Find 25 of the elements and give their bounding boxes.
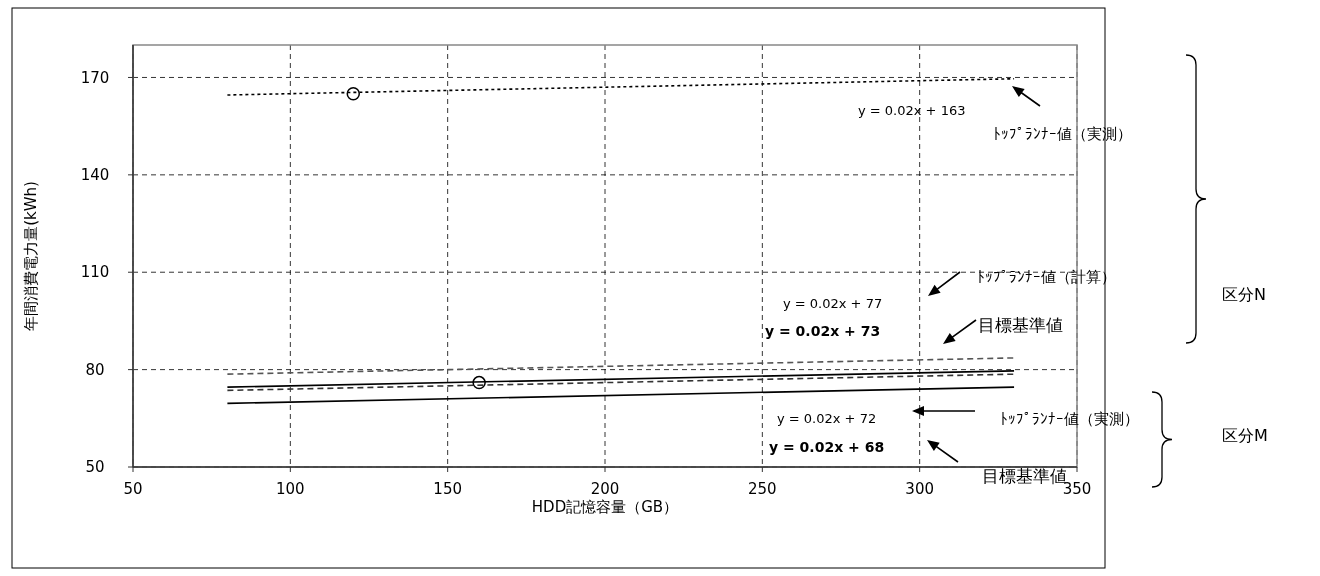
text: 区分N	[1222, 285, 1266, 304]
y-tick-label: 110	[80, 263, 110, 282]
x-tick-label: 300	[905, 480, 934, 498]
annotation: 目標基準値	[978, 315, 1063, 335]
annotation: y = 0.02x + 163	[858, 103, 966, 118]
y-tick-label: 80	[85, 360, 105, 379]
annotation: y = 0.02x + 73	[765, 323, 881, 339]
annotation: ﾄｯﾌﾟﾗﾝﾅｰ値（計算）	[977, 268, 1116, 286]
x-tick-label: 100	[276, 480, 305, 498]
annotation: y = 0.02x + 72	[777, 411, 877, 426]
y-axis-title: 年間消費電力量(kWh)	[22, 181, 40, 331]
annotation: y = 0.02x + 77	[783, 296, 883, 311]
y-tick-label: 50	[85, 458, 105, 477]
annotation: y = 0.02x + 68	[769, 439, 885, 455]
x-tick-label: 50	[123, 480, 143, 498]
annotation: 目標基準値	[982, 466, 1067, 486]
y-tick-label: 170	[80, 68, 110, 87]
text: 区分M	[1222, 426, 1268, 445]
x-tick-label: 200	[590, 480, 620, 498]
annotation: ﾄｯﾌﾟﾗﾝﾅｰ値（実測）	[993, 125, 1132, 143]
annotation: ﾄｯﾌﾟﾗﾝﾅｰ値（実測）	[1000, 410, 1139, 428]
x-tick-label: 150	[433, 480, 462, 498]
x-axis-title: HDD記憶容量（GB）	[531, 498, 679, 516]
x-tick-label: 250	[748, 480, 777, 498]
y-tick-label: 140	[80, 166, 110, 185]
